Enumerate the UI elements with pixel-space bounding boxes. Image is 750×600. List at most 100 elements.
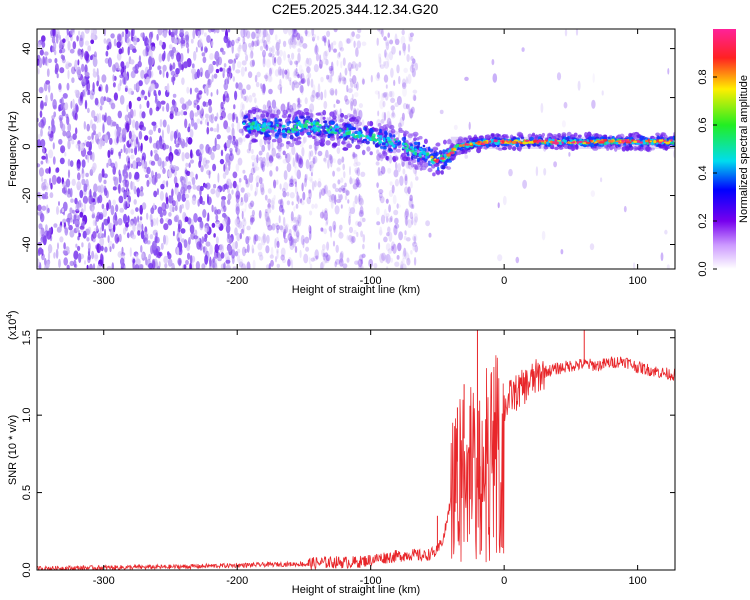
heatmap-cell <box>355 33 361 39</box>
heatmap-cell <box>298 64 303 75</box>
heatmap-cell <box>253 40 259 47</box>
heatmap-cell <box>207 98 212 106</box>
heatmap-cell <box>383 236 388 243</box>
heatmap-peak-cell <box>507 140 512 144</box>
heatmap-cell <box>290 211 294 222</box>
heatmap-cell <box>379 226 383 236</box>
heatmap-cell <box>304 59 310 68</box>
heatmap-ridge-cell <box>332 142 338 147</box>
heatmap-ridge-cell <box>655 132 660 137</box>
heatmap-cell <box>120 148 123 154</box>
heatmap-cell <box>84 29 90 34</box>
heatmap-cell <box>353 162 358 167</box>
heatmap-peak-cell <box>621 139 625 143</box>
heatmap-cell <box>307 57 312 66</box>
heatmap-cell <box>255 81 260 88</box>
heatmap-ridge-cell <box>307 125 313 129</box>
heatmap-cell <box>227 199 231 205</box>
heatmap-cell <box>47 251 51 262</box>
heatmap-cell <box>303 136 306 144</box>
heatmap-cell <box>243 137 246 142</box>
heatmap-cell <box>68 224 73 231</box>
heatmap-cell <box>405 216 408 227</box>
heatmap-cell <box>38 57 43 68</box>
heatmap-cell <box>256 39 260 47</box>
heatmap-cell <box>378 53 382 59</box>
heatmap-cell <box>207 29 213 33</box>
heatmap-cell <box>262 90 266 96</box>
heatmap-cell <box>265 74 268 82</box>
heatmap-cell <box>410 203 414 209</box>
heatmap-cell <box>196 241 202 250</box>
heatmap-cell <box>255 114 260 120</box>
heatmap-cell <box>238 258 244 267</box>
heatmap-cell <box>270 259 274 267</box>
heatmap-cell <box>130 148 134 154</box>
heatmap-ridge-cell <box>279 124 282 127</box>
heatmap-cell <box>67 249 70 254</box>
heatmap-cell <box>289 235 293 247</box>
heatmap-cell <box>261 161 266 168</box>
heatmap-ridge-cell <box>413 137 417 142</box>
heatmap-cell <box>165 192 168 202</box>
heatmap-cell <box>276 250 279 260</box>
heatmap-cell <box>414 216 418 223</box>
heatmap-cell <box>335 244 339 253</box>
heatmap-cell <box>157 29 163 36</box>
heatmap-cell <box>244 248 248 253</box>
heatmap-cell <box>161 129 164 140</box>
heatmap-cell <box>174 214 180 223</box>
heatmap-cell <box>56 205 59 215</box>
heatmap-cell <box>342 187 347 194</box>
heatmap-cell <box>313 64 319 73</box>
heatmap-cell <box>310 172 313 177</box>
heatmap-cell <box>291 201 294 206</box>
heatmap-cell <box>262 104 267 111</box>
heatmap-ridge-cell <box>336 134 340 140</box>
heatmap-cell <box>351 61 357 69</box>
heatmap-cell <box>187 185 191 194</box>
heatmap-cell <box>333 29 338 33</box>
heatmap-cell <box>330 68 335 77</box>
heatmap-cell <box>294 245 298 254</box>
heatmap-cell <box>356 179 361 186</box>
snr-series-line <box>37 355 675 570</box>
heatmap-cell <box>350 178 356 184</box>
heatmap-cell <box>409 109 413 119</box>
heatmap-cell <box>70 198 74 203</box>
heatmap-cell <box>223 63 227 68</box>
heatmap-cell <box>297 195 300 205</box>
heatmap-cell <box>102 124 105 134</box>
heatmap-cell <box>295 203 299 209</box>
heatmap-cell <box>148 263 154 269</box>
heatmap-cell <box>315 92 321 98</box>
heatmap-cell <box>228 40 232 48</box>
heatmap-cell <box>265 245 270 254</box>
heatmap-cell <box>266 33 271 43</box>
heatmap-ridge-cell <box>294 141 301 146</box>
heatmap-ridge-cell <box>338 128 342 133</box>
heatmap-cell <box>50 92 54 102</box>
heatmap-cell <box>405 78 409 85</box>
heatmap-cell <box>412 204 415 209</box>
heatmap-cell <box>225 259 231 264</box>
heatmap-cell <box>304 97 308 105</box>
heatmap-cell <box>203 237 208 243</box>
heatmap-cell <box>91 132 94 140</box>
heatmap-cell <box>189 171 194 178</box>
heatmap-cell <box>357 195 363 205</box>
heatmap-cell <box>117 218 123 226</box>
heatmap-cell <box>154 236 160 244</box>
heatmap-ridge-cell <box>319 143 325 147</box>
heatmap-cell <box>142 49 148 57</box>
heatmap-cell <box>67 139 71 150</box>
heatmap-ridge-cell <box>286 140 291 145</box>
heatmap-cell <box>403 235 407 241</box>
heatmap-cell <box>349 82 354 93</box>
heatmap-cell <box>299 156 303 165</box>
heatmap-cell <box>41 176 44 183</box>
heatmap-cell <box>118 169 121 177</box>
heatmap-ridge-cell <box>441 165 446 170</box>
heatmap-cell <box>49 192 54 199</box>
heatmap-cell <box>347 38 352 44</box>
